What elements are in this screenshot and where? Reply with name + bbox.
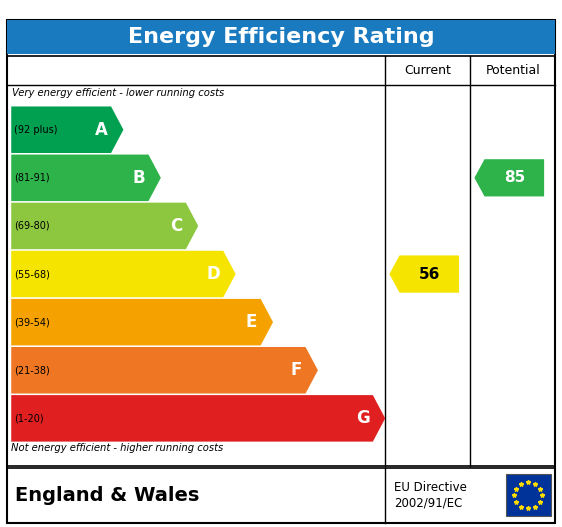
Polygon shape — [11, 203, 198, 249]
Text: G: G — [356, 409, 369, 427]
Text: C: C — [170, 217, 183, 235]
Text: (1-20): (1-20) — [14, 413, 44, 423]
Polygon shape — [11, 106, 124, 153]
Text: England & Wales: England & Wales — [15, 486, 200, 505]
Bar — [7, 20, 555, 54]
Text: F: F — [291, 361, 302, 379]
Polygon shape — [11, 251, 235, 297]
Text: (39-54): (39-54) — [14, 317, 50, 327]
Text: E: E — [246, 313, 257, 331]
Polygon shape — [389, 256, 459, 292]
Polygon shape — [11, 299, 273, 345]
Text: (92 plus): (92 plus) — [14, 125, 57, 135]
Text: Very energy efficient - lower running costs: Very energy efficient - lower running co… — [12, 88, 225, 98]
Text: (55-68): (55-68) — [14, 269, 50, 279]
Polygon shape — [11, 154, 161, 201]
Text: A: A — [95, 121, 108, 139]
Text: 2002/91/EC: 2002/91/EC — [393, 497, 462, 510]
Text: 56: 56 — [419, 267, 441, 281]
Text: (69-80): (69-80) — [14, 221, 49, 231]
Text: Energy Efficiency Rating: Energy Efficiency Rating — [128, 27, 434, 47]
Bar — [506, 474, 551, 516]
Text: 85: 85 — [504, 170, 525, 186]
Polygon shape — [11, 395, 385, 442]
Text: D: D — [206, 265, 220, 283]
Text: Not energy efficient - higher running costs: Not energy efficient - higher running co… — [11, 443, 224, 453]
Text: Potential: Potential — [486, 64, 540, 77]
Text: Current: Current — [404, 64, 451, 77]
Text: (21-38): (21-38) — [14, 365, 50, 375]
Text: B: B — [133, 169, 145, 187]
Polygon shape — [474, 159, 544, 197]
Text: EU Directive: EU Directive — [393, 481, 466, 494]
Polygon shape — [11, 347, 318, 394]
Text: (81-91): (81-91) — [14, 173, 49, 183]
